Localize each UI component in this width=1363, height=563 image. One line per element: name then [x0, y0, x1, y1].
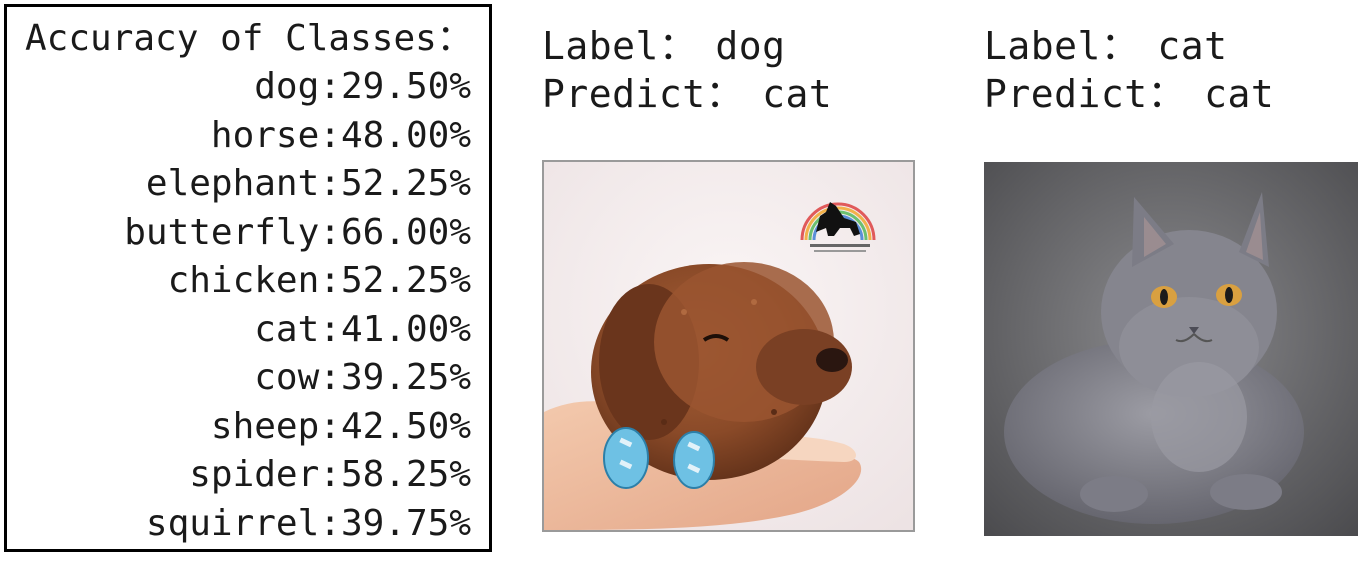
sample-card-1: Label： dog Predict： cat — [542, 22, 915, 532]
accuracy-list: dog:29.50% horse:48.00% elephant:52.25% … — [25, 63, 471, 548]
accuracy-row-dog: dog:29.50% — [254, 66, 471, 107]
sample-card-2: Label： cat Predict： cat — [984, 22, 1358, 536]
label-value: dog — [715, 24, 786, 68]
label-line: Label： cat — [984, 22, 1274, 70]
accuracy-row-squirrel: squirrel:39.75% — [145, 502, 471, 544]
label-value: cat — [1157, 24, 1228, 68]
accuracy-row-butterfly: butterfly:66.00% — [124, 211, 471, 253]
label-line: Label： dog — [542, 22, 832, 70]
label-caption: Label： — [984, 24, 1140, 68]
logo-mark — [800, 202, 876, 252]
accuracy-row-sheep: sheep:42.50% — [210, 405, 471, 447]
predict-line: Predict： cat — [984, 70, 1274, 118]
predict-caption: Predict： — [984, 72, 1187, 116]
accuracy-row-horse: horse:48.00% — [210, 114, 471, 156]
accuracy-row-chicken: chicken:52.25% — [167, 260, 471, 301]
accuracy-title: Accuracy of Classes： — [25, 18, 473, 59]
accuracy-panel: Accuracy of Classes： dog:29.50% horse:48… — [4, 4, 492, 552]
predict-value: cat — [762, 72, 833, 116]
predict-value: cat — [1204, 72, 1275, 116]
predict-line: Predict： cat — [542, 70, 832, 118]
label-caption: Label： — [542, 24, 698, 68]
accuracy-row-elephant: elephant:52.25% — [145, 163, 471, 204]
predict-caption: Predict： — [542, 72, 745, 116]
accuracy-row-cat: cat:41.00% — [254, 308, 471, 350]
accuracy-row-spider: spider:58.25% — [189, 454, 471, 495]
puppy-photo — [542, 160, 915, 532]
cat-photo — [984, 162, 1358, 536]
accuracy-row-cow: cow:39.25% — [254, 357, 471, 398]
